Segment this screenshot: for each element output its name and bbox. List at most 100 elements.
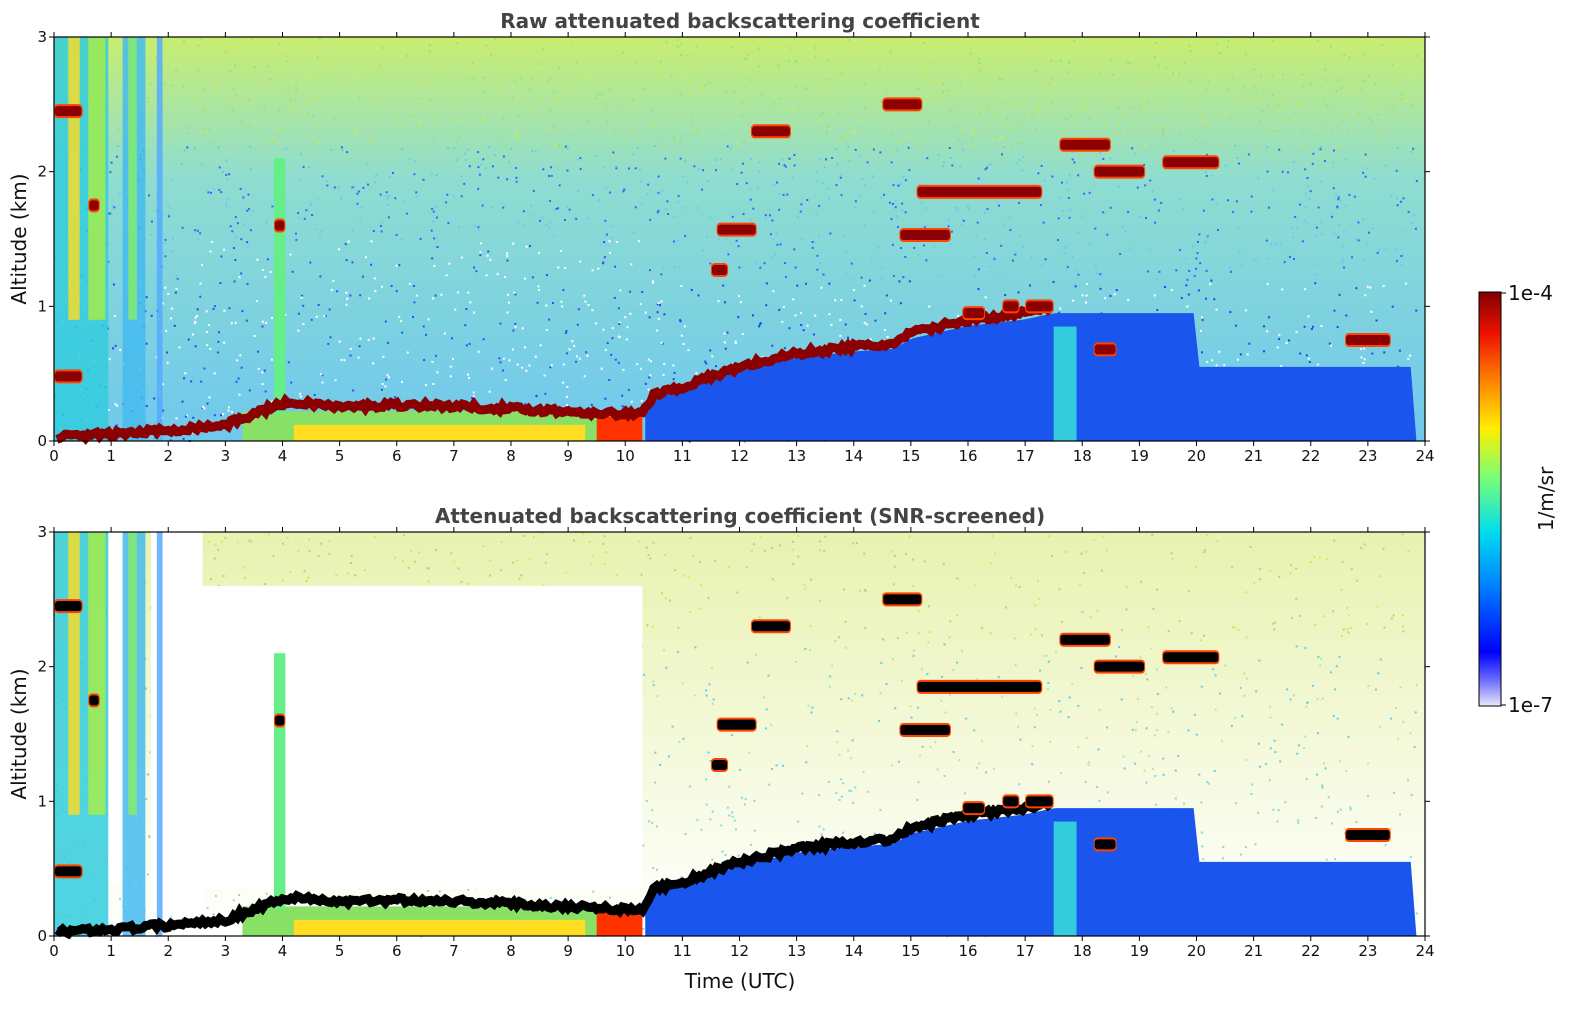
noise-speckle: [515, 132, 518, 135]
noise-speckle: [211, 240, 214, 243]
noise-speckle: [1305, 354, 1308, 357]
noise-speckle: [551, 301, 554, 304]
noise-speckle: [804, 87, 807, 90]
noise-speckle: [831, 664, 834, 667]
noise-speckle: [906, 631, 909, 634]
noise-speckle: [1051, 101, 1054, 104]
noise-speckle: [482, 158, 485, 161]
noise-speckle: [779, 243, 782, 246]
noise-speckle: [181, 226, 184, 229]
noise-speckle: [714, 559, 717, 562]
noise-speckle: [1177, 755, 1180, 758]
noise-speckle: [1163, 130, 1166, 133]
noise-speckle: [1014, 584, 1017, 587]
noise-speckle: [926, 672, 929, 675]
noise-speckle: [748, 122, 751, 125]
noise-speckle: [774, 70, 777, 73]
noise-speckle: [665, 666, 668, 669]
noise-speckle: [1278, 333, 1281, 336]
noise-speckle: [942, 164, 945, 167]
noise-speckle: [308, 166, 311, 169]
noise-speckle: [651, 821, 654, 824]
noise-speckle: [864, 626, 867, 629]
noise-speckle: [1188, 269, 1191, 272]
noise-speckle: [278, 128, 281, 131]
x-tick-label: 15: [901, 447, 920, 465]
noise-speckle: [1407, 779, 1410, 782]
noise-speckle: [988, 79, 991, 82]
noise-speckle: [1351, 81, 1354, 84]
noise-speckle: [690, 288, 693, 291]
noise-speckle: [548, 318, 551, 321]
noise-speckle: [256, 350, 259, 353]
noise-speckle: [423, 359, 426, 362]
noise-speckle: [682, 343, 685, 346]
noise-speckle: [193, 147, 196, 150]
noise-speckle: [558, 143, 561, 146]
noise-speckle: [535, 394, 538, 397]
noise-speckle: [682, 737, 685, 740]
noise-speckle: [797, 820, 800, 823]
noise-speckle: [835, 184, 838, 187]
noise-speckle: [759, 266, 762, 269]
noise-speckle: [814, 241, 817, 244]
noise-speckle: [657, 175, 660, 178]
noise-speckle: [1014, 253, 1017, 256]
noise-speckle: [865, 323, 868, 326]
noise-speckle: [950, 110, 953, 113]
noise-speckle: [270, 358, 273, 361]
noise-speckle: [701, 249, 704, 252]
noise-speckle: [562, 289, 565, 292]
noise-speckle: [555, 207, 558, 210]
noise-speckle: [1304, 168, 1307, 171]
noise-speckle: [512, 329, 515, 332]
noise-speckle: [771, 344, 774, 347]
noise-speckle: [553, 235, 556, 238]
noise-speckle: [981, 92, 984, 95]
noise-speckle: [440, 293, 443, 296]
noise-speckle: [684, 234, 687, 237]
noise-speckle: [502, 117, 505, 120]
noise-speckle: [564, 219, 567, 222]
noise-speckle: [1187, 729, 1190, 732]
noise-speckle: [1058, 700, 1061, 703]
noise-speckle: [778, 192, 781, 195]
noise-speckle: [889, 51, 892, 54]
noise-speckle: [838, 754, 841, 757]
noise-speckle: [1391, 107, 1394, 110]
noise-speckle: [978, 762, 981, 765]
noise-speckle: [956, 614, 959, 617]
noise-speckle: [687, 93, 690, 96]
noise-speckle: [725, 113, 728, 116]
noise-speckle: [1172, 150, 1175, 153]
noise-speckle: [686, 180, 689, 183]
noise-speckle: [306, 91, 309, 94]
noise-speckle: [660, 190, 663, 193]
noise-speckle: [775, 764, 778, 767]
noise-speckle: [674, 113, 677, 116]
noise-speckle: [264, 390, 267, 393]
noise-speckle: [1298, 744, 1301, 747]
noise-speckle: [1077, 704, 1080, 707]
noise-speckle: [206, 344, 209, 347]
noise-speckle: [839, 318, 842, 321]
noise-speckle: [794, 59, 797, 62]
noise-speckle: [500, 129, 503, 132]
noise-speckle: [1284, 801, 1287, 804]
noise-speckle: [368, 297, 371, 300]
noise-speckle: [913, 246, 916, 249]
noise-speckle: [1112, 98, 1115, 101]
noise-speckle: [604, 348, 607, 351]
noise-speckle: [414, 160, 417, 163]
noise-speckle: [1034, 70, 1037, 73]
noise-speckle: [1167, 81, 1170, 84]
noise-speckle: [683, 325, 686, 328]
noise-speckle: [680, 42, 683, 45]
noise-speckle: [479, 242, 482, 245]
noise-speckle: [1134, 45, 1137, 48]
noise-speckle: [575, 355, 578, 358]
noise-speckle: [525, 369, 528, 372]
noise-speckle: [662, 140, 665, 143]
noise-speckle: [1224, 73, 1227, 76]
noise-speckle: [186, 146, 189, 149]
